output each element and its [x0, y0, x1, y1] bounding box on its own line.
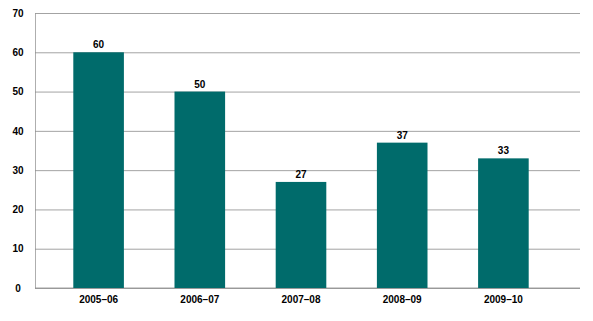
data-label: 60 [93, 39, 105, 50]
data-label: 37 [397, 130, 409, 141]
grid-line [35, 13, 580, 14]
y-tick: 70 [12, 8, 580, 19]
x-tick-label: 2005–06 [79, 294, 118, 305]
bar [377, 143, 428, 288]
y-axis: 0 10 20 30 40 50 60 70 [12, 8, 580, 294]
chart-container: 0 10 20 30 40 50 60 70 2005–06 2006–07 2007–08 2008… [0, 0, 593, 321]
data-label: 27 [295, 169, 307, 180]
x-tick-label: 2008–09 [383, 294, 422, 305]
y-tick-label: 60 [12, 47, 24, 58]
chart: 0 10 20 30 40 50 60 70 2005–06 2006–07 2007–08 2008… [0, 0, 593, 321]
y-axis-line [35, 14, 36, 289]
x-tick-label: 2007–08 [282, 294, 321, 305]
y-tick-label: 30 [12, 165, 24, 176]
x-tick-label: 2006–07 [180, 294, 219, 305]
bar [478, 158, 529, 288]
data-labels: 60 50 27 37 33 [93, 39, 509, 180]
x-tick-label: 2009–10 [484, 294, 523, 305]
y-tick-label: 70 [12, 8, 24, 19]
x-axis: 2005–06 2006–07 2007–08 2008–09 2009–10 [35, 288, 580, 305]
x-tick: 2009–10 [484, 288, 523, 305]
data-label: 33 [498, 145, 510, 156]
y-tick-label: 50 [12, 86, 24, 97]
x-tick: 2005–06 [79, 288, 118, 305]
bar [73, 52, 124, 288]
data-label: 50 [194, 79, 206, 90]
y-tick-label: 20 [12, 204, 24, 215]
x-tick: 2006–07 [180, 288, 219, 305]
grid-line [35, 288, 580, 289]
x-tick: 2007–08 [282, 288, 321, 305]
bar [276, 182, 327, 288]
y-tick-label: 10 [12, 243, 24, 254]
y-tick-label: 0 [15, 283, 21, 294]
bars [73, 52, 528, 288]
y-tick-label: 40 [12, 126, 24, 137]
bar [175, 92, 226, 288]
x-tick: 2008–09 [383, 288, 422, 305]
